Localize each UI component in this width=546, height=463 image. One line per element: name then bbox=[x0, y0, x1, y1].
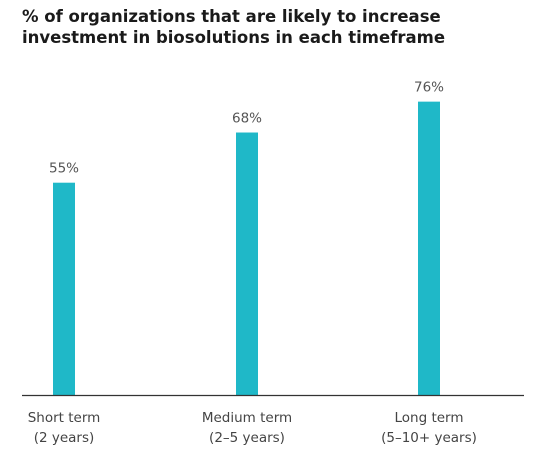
bar-1 bbox=[53, 182, 75, 395]
category-label-3-line-1: Long term bbox=[394, 410, 463, 426]
chart-title-line-1: % of organizations that are likely to in… bbox=[22, 7, 441, 26]
value-label-1: 55% bbox=[49, 161, 79, 177]
category-label-3-line-2: (5–10+ years) bbox=[381, 430, 477, 446]
category-label-1-line-1: Short term bbox=[28, 410, 101, 426]
category-label-1-line-2: (2 years) bbox=[34, 430, 95, 446]
category-label-2-line-2: (2–5 years) bbox=[209, 430, 285, 446]
chart-title-line-2: investment in biosolutions in each timef… bbox=[22, 28, 446, 47]
chart-title: % of organizations that are likely to in… bbox=[22, 6, 522, 48]
category-label-2-line-1: Medium term bbox=[202, 410, 292, 426]
value-label-3: 76% bbox=[414, 80, 444, 96]
value-label-2: 68% bbox=[232, 111, 262, 127]
bar-2 bbox=[236, 132, 258, 395]
bar-3 bbox=[418, 101, 440, 395]
